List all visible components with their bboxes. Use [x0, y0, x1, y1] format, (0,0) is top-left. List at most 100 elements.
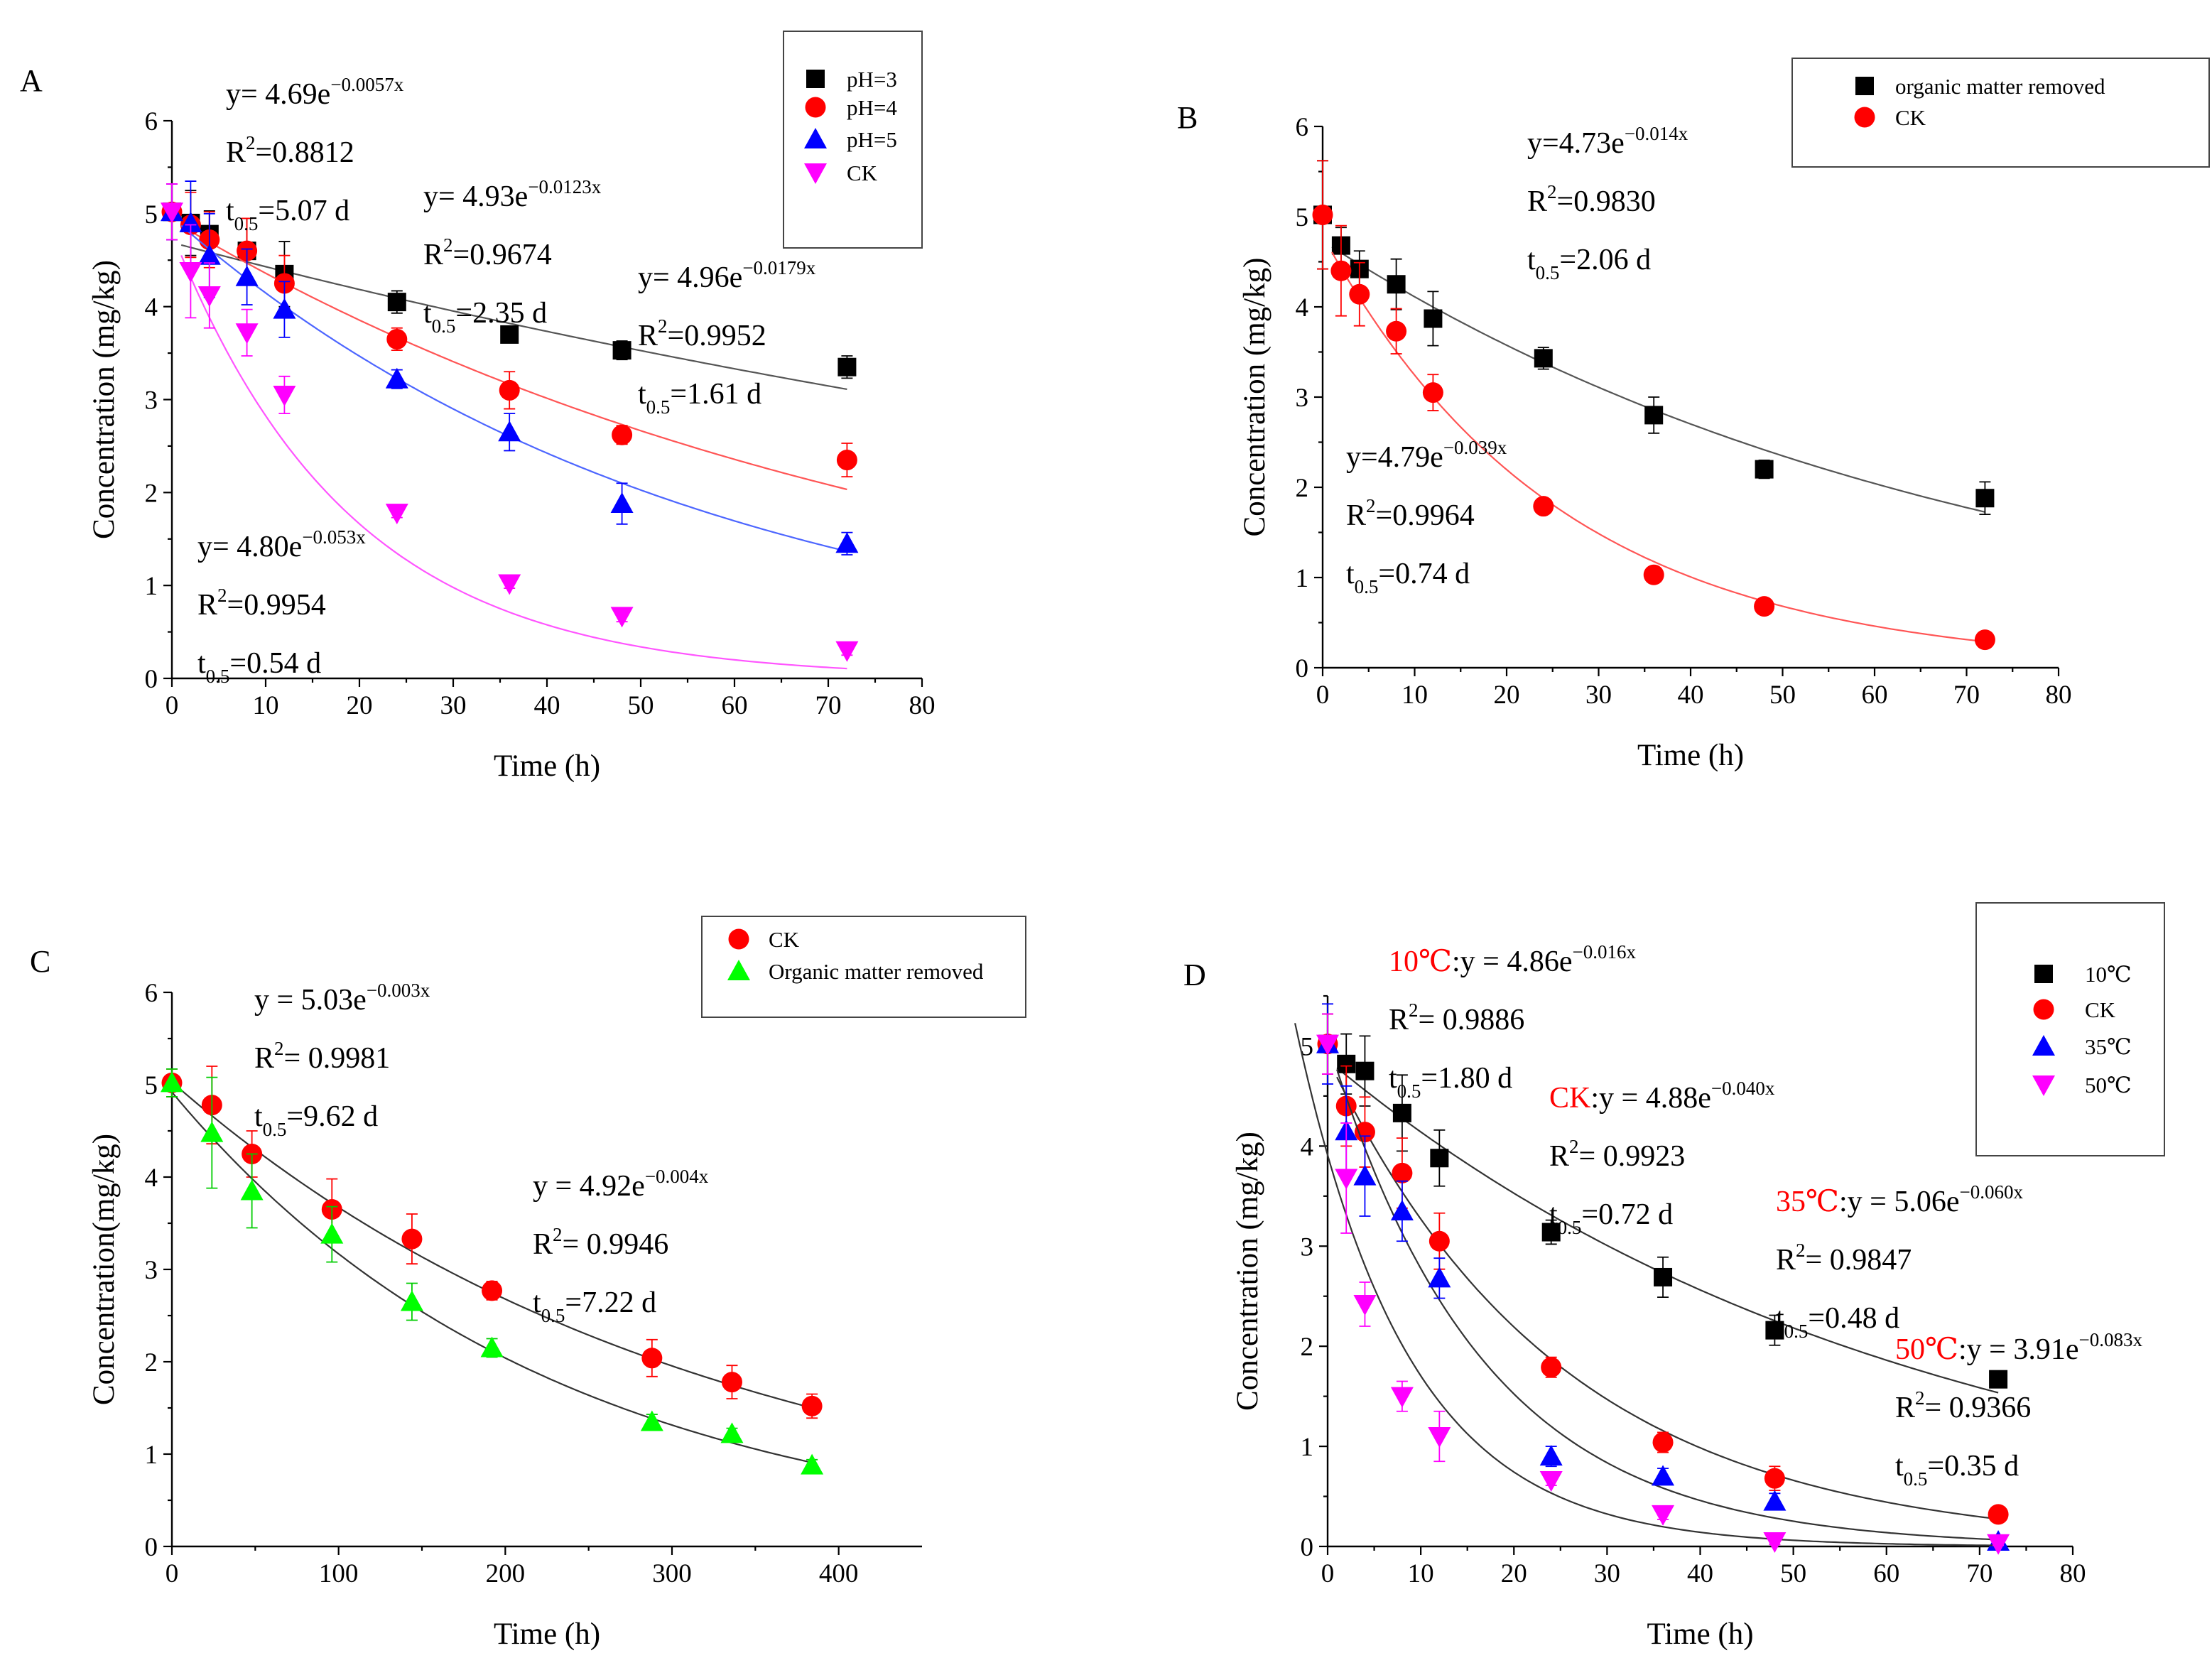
data-point — [1643, 564, 1664, 585]
equation-prefix: CK — [1549, 1082, 1590, 1115]
y-tick-label: 1 — [145, 1441, 158, 1470]
data-point — [1652, 1431, 1674, 1453]
data-point — [1353, 1295, 1377, 1316]
t-symbol: t — [1776, 1302, 1784, 1335]
data-point — [482, 1280, 503, 1301]
equation-base: y=4.79e — [1346, 441, 1443, 474]
r-squared-value: =0.8812 — [256, 136, 354, 169]
data-point — [1533, 496, 1554, 517]
t-subscript: 0.5 — [1355, 576, 1379, 597]
data-point — [1428, 1427, 1451, 1448]
data-point — [273, 298, 296, 319]
r-symbol: R — [1549, 1140, 1569, 1173]
y-tick-label: 5 — [145, 1071, 158, 1100]
t-subscript: 0.5 — [263, 1119, 287, 1140]
data-point — [720, 1422, 744, 1443]
half-life-value: =0.48 d — [1808, 1302, 1899, 1335]
r-superscript: 2 — [1569, 1136, 1579, 1157]
y-tick-label: 0 — [1301, 1533, 1314, 1562]
panel-d: D 0 10 20 30 40 50 60 70 80 0 1 2 3 4 5 Time (h) Concentr… — [1183, 902, 2165, 1651]
data-point — [320, 1223, 344, 1244]
y-tick-label: 2 — [145, 1348, 158, 1377]
data-point — [240, 1179, 264, 1201]
legend: pH=3 pH=4 pH=5 CK — [783, 31, 923, 249]
x-tick-label: 100 — [319, 1559, 359, 1588]
legend-marker — [728, 928, 749, 950]
legend-label: organic matter removed — [1895, 74, 2105, 99]
data-point — [641, 1348, 663, 1369]
legend-label: Organic matter removed — [769, 959, 984, 984]
t-subscript: 0.5 — [646, 396, 671, 418]
t-symbol: t — [423, 297, 432, 330]
legend-marker — [2032, 1075, 2055, 1096]
equation-base: :y = 4.88e — [1590, 1082, 1711, 1115]
x-axis-title: Time (h) — [1647, 1617, 1753, 1651]
data-point — [161, 202, 183, 224]
half-life-label: t0.5=9.62 d — [254, 1100, 378, 1140]
equation-exponent: −0.014x — [1625, 123, 1688, 144]
half-life-value: =7.22 d — [565, 1286, 656, 1319]
equation-base: y = 5.03e — [254, 984, 367, 1017]
series-1 — [1312, 160, 1995, 651]
equation-base: y= 4.69e — [226, 78, 330, 111]
x-tick-label: 70 — [1966, 1559, 1993, 1588]
t-symbol: t — [638, 378, 646, 411]
t-subscript: 0.5 — [1558, 1217, 1582, 1238]
legend-marker — [806, 70, 825, 88]
r-symbol: R — [1895, 1392, 1915, 1424]
half-life-value: =0.35 d — [1927, 1450, 2019, 1483]
equation-base: y= 4.80e — [197, 531, 302, 563]
t-symbol: t — [1527, 244, 1536, 276]
data-point — [610, 607, 634, 628]
data-point — [836, 450, 857, 471]
r-squared-label: R2=0.9952 — [638, 315, 766, 352]
panel-c: C 0 100 200 300 400 0 1 2 3 4 5 6 Time (h) Concentrati… — [30, 916, 1026, 1651]
fit-curve — [171, 1091, 813, 1463]
r-squared-value: =0.9674 — [453, 239, 552, 271]
data-point — [1763, 1490, 1787, 1511]
equation-base: y= 4.96e — [638, 261, 742, 294]
r-symbol: R — [1527, 185, 1547, 218]
x-tick-label: 40 — [534, 691, 560, 720]
fit-equation-label: 35℃:y = 5.06e−0.060x — [1776, 1181, 2023, 1218]
y-tick-label: 3 — [145, 1256, 158, 1285]
t-subscript: 0.5 — [1536, 262, 1560, 283]
half-life-value: =2.35 d — [455, 297, 547, 330]
x-tick-label: 20 — [347, 691, 373, 720]
fit-equation-label: y = 5.03e−0.003x — [254, 980, 430, 1017]
legend-label: pH=3 — [847, 67, 897, 92]
data-point — [612, 424, 633, 445]
half-life-value: =2.06 d — [1559, 244, 1651, 276]
data-point — [1989, 1370, 2008, 1389]
half-life-value: =0.54 d — [229, 647, 321, 680]
fit-curve — [1336, 1069, 1999, 1541]
r-superscript: 2 — [658, 315, 668, 337]
data-point — [161, 1071, 183, 1093]
legend-label: 50℃ — [2085, 1073, 2132, 1098]
equation-base: y = 4.92e — [533, 1170, 645, 1203]
r-symbol: R — [226, 136, 246, 169]
data-point — [200, 1121, 224, 1142]
data-point — [385, 504, 408, 525]
equation-base: :y = 4.86e — [1452, 945, 1573, 978]
fit-curve — [1336, 1076, 1999, 1520]
r-squared-label: R2= 0.9847 — [1776, 1240, 1912, 1277]
data-point — [1353, 1164, 1377, 1186]
equation-base: y=4.73e — [1527, 127, 1625, 160]
data-point — [1424, 309, 1443, 328]
data-point — [837, 357, 857, 376]
data-point — [197, 244, 221, 265]
x-tick-label: 40 — [1678, 681, 1704, 710]
x-tick-label: 60 — [722, 691, 748, 720]
r-squared-label: R2=0.9954 — [197, 585, 326, 622]
fit-equation-label: 10℃:y = 4.86e−0.016x — [1389, 941, 1636, 978]
t-subscript: 0.5 — [541, 1305, 565, 1326]
series-3 — [161, 183, 859, 670]
r-superscript: 2 — [1409, 999, 1419, 1021]
x-tick-label: 10 — [1408, 1559, 1434, 1588]
data-point — [1541, 1223, 1561, 1242]
data-point — [1316, 1034, 1339, 1056]
r-squared-label: R2= 0.9366 — [1895, 1387, 2031, 1424]
t-subscript: 0.5 — [234, 213, 259, 234]
data-point — [1390, 1387, 1414, 1408]
